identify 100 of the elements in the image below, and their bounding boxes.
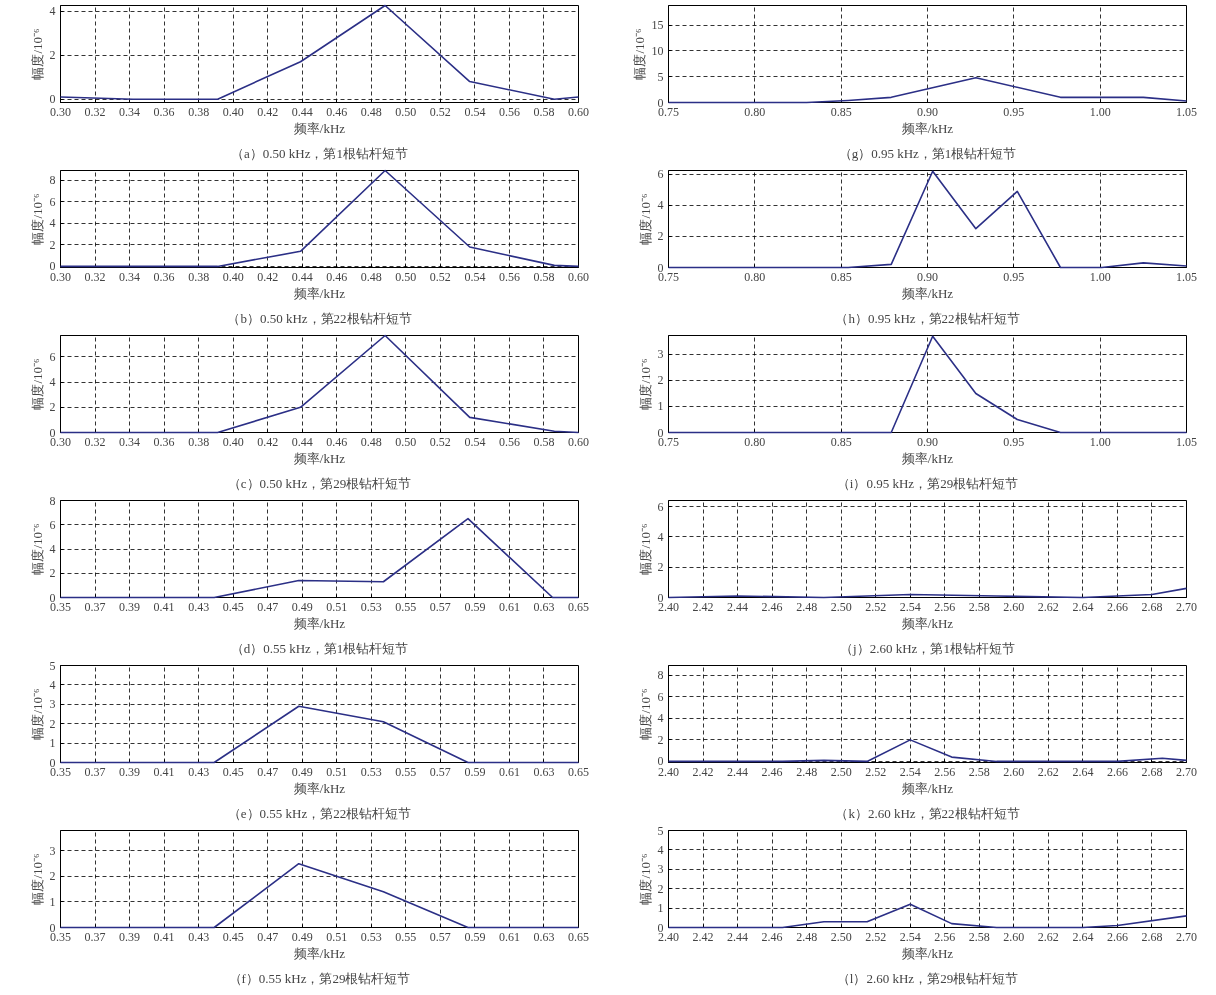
x-tick-label: 2.58 (968, 929, 990, 944)
x-tick-label: 2.64 (1072, 599, 1094, 614)
x-tick-label: 0.60 (568, 269, 589, 284)
line-series (667, 335, 1188, 434)
text: （g）0.95 kHz，第1根钻杆短节 (838, 145, 1017, 161)
y-axis-title: 幅度/10⁻⁶ (631, 28, 647, 80)
y-tick-label: 4 (49, 375, 56, 390)
x-tick-label: 2.50 (830, 599, 852, 614)
x-tick-label: 0.36 (153, 104, 175, 119)
text: （a）0.50 kHz，第1根钻杆短节 (231, 145, 408, 161)
x-tick-label: 0.47 (257, 764, 279, 779)
y-tick-label: 15 (651, 18, 664, 33)
x-tick-label: 0.40 (222, 269, 244, 284)
x-tick-label: 2.66 (1106, 599, 1128, 614)
x-tick-label: 0.85 (830, 104, 852, 119)
x-tick-label: 0.63 (533, 929, 555, 944)
y-tick-label: 4 (657, 842, 664, 857)
x-tick-label: 2.50 (830, 764, 852, 779)
x-axis-title: 频率/kHz (901, 615, 954, 631)
x-tick-label: 0.34 (119, 269, 141, 284)
y-axis-title: 幅度/10⁻⁶ (29, 358, 45, 410)
x-tick-label: 0.45 (222, 929, 244, 944)
y-tick-label: 6 (657, 167, 664, 182)
x-tick-label: 2.56 (934, 599, 956, 614)
y-tick-label: 2 (49, 237, 56, 252)
x-tick-label: 0.59 (464, 929, 486, 944)
x-tick-label: 0.90 (917, 269, 938, 284)
text: （d）0.55 kHz，第1根钻杆短节 (230, 640, 409, 656)
x-tick-label: 0.54 (464, 104, 486, 119)
x-tick-label: 0.41 (153, 929, 175, 944)
x-tick-label: 0.40 (222, 434, 244, 449)
x-tick-label: 2.56 (934, 764, 956, 779)
x-tick-label: 0.55 (395, 599, 417, 614)
x-tick-label: 0.53 (360, 764, 382, 779)
x-tick-label: 0.45 (222, 599, 244, 614)
y-tick-label: 4 (657, 198, 664, 213)
x-tick-label: 0.44 (291, 434, 313, 449)
x-tick-label: 2.60 (1003, 599, 1025, 614)
x-tick-label: 2.48 (796, 599, 818, 614)
x-tick-label: 0.80 (744, 269, 766, 284)
x-tick-label: 0.61 (498, 599, 520, 614)
x-tick-label: 0.85 (830, 434, 852, 449)
x-tick-label: 0.50 (395, 269, 417, 284)
y-tick-label: 3 (657, 862, 664, 877)
x-tick-label: 0.95 (1003, 104, 1025, 119)
x-tick-label: 0.56 (498, 434, 520, 449)
x-tick-label: 0.43 (188, 929, 210, 944)
x-tick-label: 0.55 (395, 929, 417, 944)
x-tick-label: 0.46 (326, 269, 348, 284)
y-tick-label: 6 (49, 517, 56, 532)
x-tick-label: 2.52 (865, 764, 887, 779)
y-tick-label: 4 (49, 677, 56, 692)
x-tick-label: 0.49 (291, 764, 313, 779)
x-tick-label: 0.57 (429, 929, 451, 944)
y-axis-title: 幅度/10⁻⁶ (637, 853, 653, 905)
y-tick-label: 5 (657, 69, 664, 84)
x-tick-label: 0.53 (360, 929, 382, 944)
x-tick-label: 0.36 (153, 434, 175, 449)
x-tick-label: 2.46 (761, 929, 783, 944)
x-tick-label: 0.39 (119, 599, 141, 614)
x-axis-title: 频率/kHz (293, 945, 346, 961)
x-tick-label: 1.05 (1176, 269, 1197, 284)
x-axis-title: 频率/kHz (901, 945, 954, 961)
x-tick-label: 0.38 (188, 104, 210, 119)
x-tick-label: 2.64 (1072, 764, 1094, 779)
x-tick-label: 0.44 (291, 269, 313, 284)
y-tick-label: 2 (657, 560, 664, 575)
x-tick-label: 2.64 (1072, 929, 1094, 944)
x-tick-label: 2.44 (727, 764, 749, 779)
x-tick-label: 2.58 (968, 599, 990, 614)
x-tick-label: 0.55 (395, 764, 417, 779)
x-tick-label: 0.44 (291, 104, 313, 119)
x-tick-label: 2.46 (761, 764, 783, 779)
x-tick-label: 0.61 (498, 929, 520, 944)
x-tick-label: 2.52 (865, 599, 887, 614)
line-series (59, 334, 580, 434)
x-tick-label: 0.56 (498, 104, 520, 119)
x-tick-label: 0.39 (119, 929, 141, 944)
x-tick-label: 2.50 (830, 929, 852, 944)
y-axis-title: 幅度/10⁻⁶ (29, 28, 45, 80)
x-axis-title: 频率/kHz (293, 285, 346, 301)
y-axis-title: 幅度/10⁻⁶ (637, 523, 653, 575)
y-tick-label: 6 (49, 349, 56, 364)
y-tick-label: 6 (657, 689, 664, 704)
line-series (59, 4, 580, 100)
x-tick-label: 1.00 (1089, 434, 1111, 449)
x-axis-title: 频率/kHz (293, 615, 346, 631)
x-tick-label: 0.43 (188, 599, 210, 614)
y-tick-label: 1 (657, 901, 664, 916)
x-tick-label: 0.85 (830, 269, 852, 284)
x-tick-label: 0.56 (498, 269, 520, 284)
x-tick-label: 0.49 (291, 929, 313, 944)
x-tick-label: 2.44 (727, 599, 749, 614)
x-axis-title: 频率/kHz (293, 120, 346, 136)
x-tick-label: 0.51 (326, 764, 348, 779)
x-tick-label: 2.66 (1106, 929, 1128, 944)
y-axis-title: 幅度/10⁻⁶ (29, 193, 45, 245)
y-tick-label: 5 (49, 658, 56, 673)
x-tick-label: 0.46 (326, 104, 348, 119)
x-tick-label: 0.90 (917, 104, 938, 119)
